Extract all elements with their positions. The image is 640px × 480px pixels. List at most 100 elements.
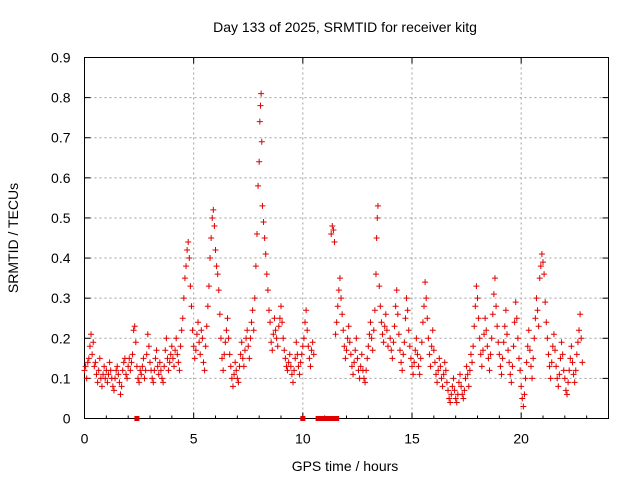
data-point — [479, 347, 486, 354]
data-point — [208, 235, 215, 241]
data-point — [261, 235, 268, 241]
data-point — [262, 251, 269, 258]
data-point — [403, 295, 410, 302]
data-point — [196, 339, 203, 346]
data-point — [383, 327, 390, 334]
data-point — [547, 375, 554, 382]
data-point — [578, 335, 585, 342]
data-point — [106, 359, 113, 366]
data-point — [286, 351, 293, 358]
data-point — [128, 359, 135, 366]
data-point — [186, 255, 193, 262]
data-point — [441, 359, 448, 366]
data-point — [187, 283, 194, 290]
data-point — [447, 399, 454, 406]
data-point — [258, 90, 265, 97]
data-point — [217, 335, 224, 342]
data-point — [130, 327, 137, 334]
data-point — [541, 271, 548, 278]
data-point — [127, 367, 134, 374]
data-point — [84, 359, 91, 366]
data-point — [406, 343, 413, 350]
data-point — [297, 359, 304, 366]
data-point — [229, 383, 236, 390]
data-point — [483, 327, 490, 334]
data-point — [568, 343, 575, 350]
data-point — [534, 307, 541, 314]
data-point — [125, 363, 132, 370]
data-point — [457, 371, 464, 378]
data-point — [574, 339, 581, 346]
data-point — [369, 347, 376, 354]
data-point — [175, 359, 182, 366]
data-point — [91, 363, 98, 370]
data-point — [126, 355, 133, 362]
data-point — [304, 327, 311, 334]
data-point — [345, 323, 352, 330]
data-point — [531, 335, 538, 342]
data-point — [347, 351, 354, 358]
data-point — [535, 323, 542, 330]
data-point — [272, 327, 279, 334]
data-point — [189, 327, 196, 334]
data-point — [561, 375, 568, 382]
data-point — [253, 230, 260, 237]
data-point — [339, 311, 346, 318]
data-point — [360, 375, 367, 382]
data-point — [427, 363, 434, 370]
data-point — [558, 339, 565, 346]
x-tick-label: 0 — [81, 431, 89, 447]
data-point — [245, 343, 252, 350]
data-point — [309, 339, 316, 346]
data-point — [474, 295, 481, 302]
data-point — [467, 351, 474, 358]
zero-point — [334, 416, 340, 421]
data-point — [197, 351, 204, 358]
data-point — [204, 303, 211, 310]
data-point — [207, 255, 214, 262]
data-point — [473, 283, 480, 290]
data-point — [287, 363, 294, 370]
data-point — [402, 315, 409, 322]
data-point — [472, 303, 479, 310]
data-point — [491, 275, 498, 282]
data-point — [413, 335, 420, 342]
data-point — [268, 339, 275, 346]
data-point — [453, 399, 460, 406]
data-point — [104, 379, 111, 386]
data-point — [416, 371, 423, 378]
data-point — [353, 335, 360, 342]
data-point — [376, 283, 383, 290]
data-point — [357, 363, 364, 370]
data-point — [288, 371, 295, 378]
data-point — [546, 363, 553, 370]
data-point — [398, 359, 405, 366]
data-point — [173, 335, 180, 342]
data-point — [137, 367, 144, 374]
zero-point — [315, 416, 321, 421]
data-point — [340, 327, 347, 334]
data-point — [216, 311, 223, 318]
data-point — [191, 355, 198, 362]
data-point — [95, 367, 102, 374]
data-point — [222, 339, 229, 346]
data-point — [140, 355, 147, 362]
data-point — [114, 363, 121, 370]
data-point — [122, 371, 129, 378]
data-point — [293, 339, 300, 346]
data-point — [330, 226, 337, 233]
data-point — [556, 371, 563, 378]
x-axis-label: GPS time / hours — [292, 458, 399, 474]
data-point — [511, 319, 518, 326]
data-point — [431, 359, 438, 366]
data-point — [365, 343, 372, 350]
y-tick-label: 0.9 — [51, 50, 71, 66]
data-point — [367, 319, 374, 326]
y-tick-label: 0.8 — [51, 90, 71, 106]
data-point — [493, 303, 500, 310]
data-point — [179, 315, 186, 322]
data-point — [567, 355, 574, 362]
data-point — [381, 323, 388, 330]
data-point — [298, 351, 305, 358]
data-point — [346, 339, 353, 346]
